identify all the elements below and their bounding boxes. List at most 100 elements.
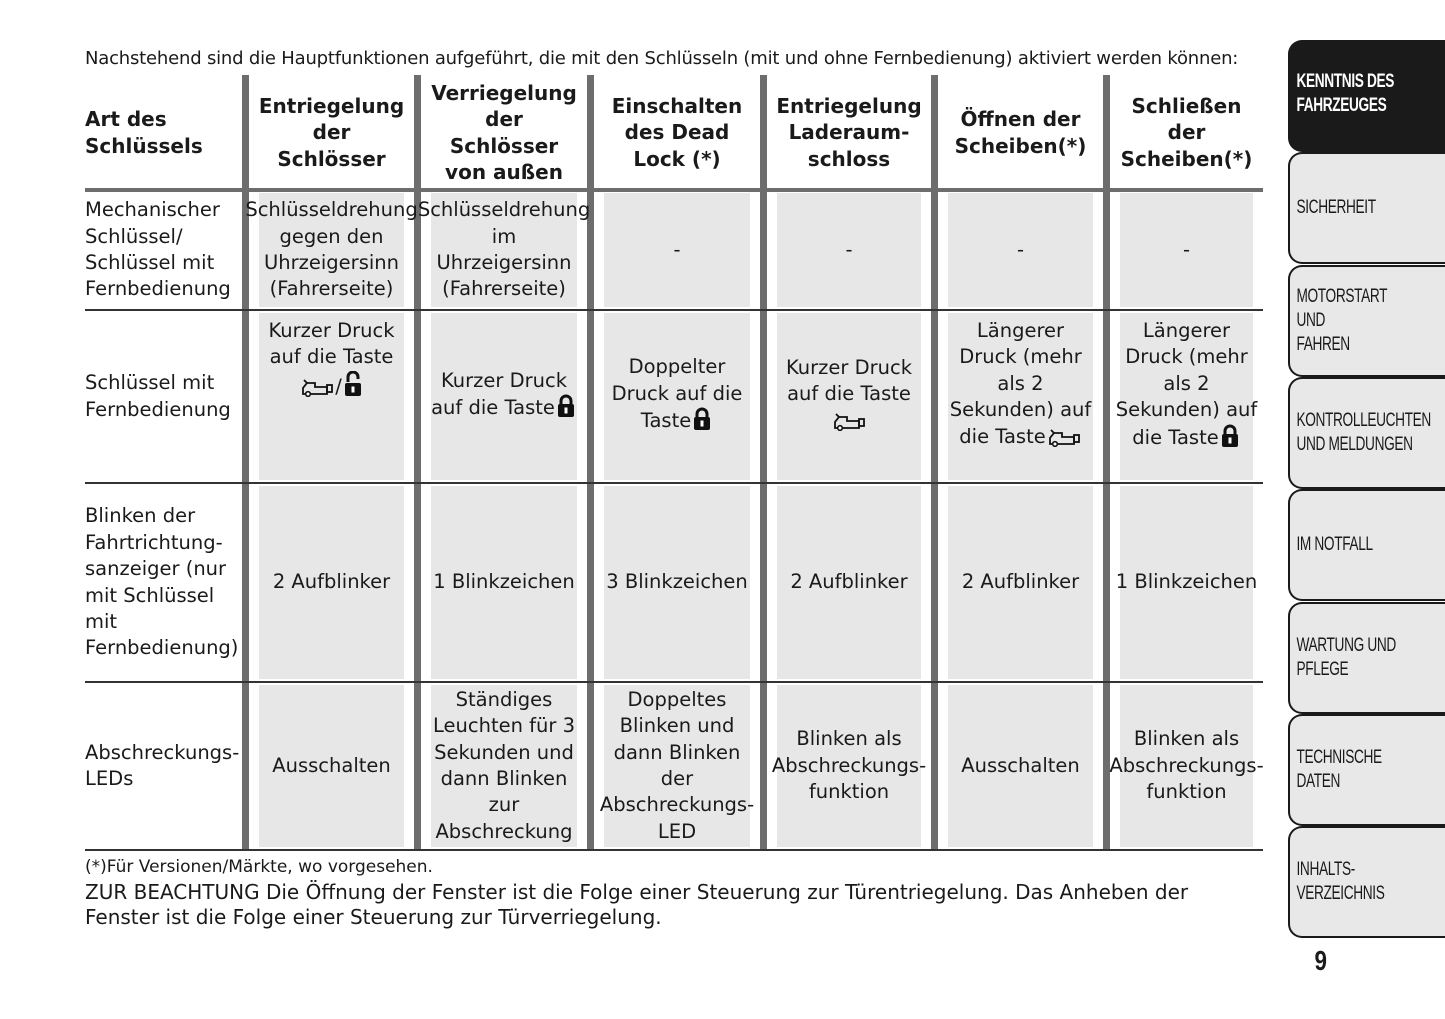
cell-content: Ausschalten bbox=[961, 753, 1079, 779]
cell-background bbox=[259, 313, 404, 480]
intro-text: Nachstehend sind die Hauptfunktionen auf… bbox=[85, 48, 1239, 69]
table-cell: Kurzer Druck auf die Taste / bbox=[249, 310, 414, 483]
cell-content: Blinken als Abschreckungs- funktion bbox=[772, 726, 926, 805]
cell-background bbox=[604, 685, 750, 847]
cell-background bbox=[1120, 193, 1253, 307]
row-divider bbox=[85, 681, 1263, 683]
table-cell: Längerer Druck (mehr als 2 Sekunden) auf… bbox=[938, 310, 1103, 483]
column-divider bbox=[587, 75, 594, 851]
cell-background bbox=[948, 486, 1093, 679]
header-divider bbox=[85, 188, 1263, 192]
cell-text: Doppeltes Blinken und dann Blinken der A… bbox=[599, 687, 755, 843]
cell-text: 2 Aufblinker bbox=[272, 570, 391, 594]
row-divider bbox=[85, 849, 1263, 851]
row-label-text: Schlüssel mit Fernbedienung bbox=[85, 371, 231, 421]
table-cell: - bbox=[1110, 190, 1263, 310]
table-cell: 2 Aufblinker bbox=[767, 483, 931, 682]
trunk-icon bbox=[1048, 427, 1080, 454]
column-header: Einschalten des Dead Lock (*) bbox=[594, 75, 760, 190]
cell-text: Schlüsseldrehung gegen den Uhrzeigersinn… bbox=[245, 198, 418, 301]
row-label-text: Mechanischer Schlüssel/ Schlüssel mit Fe… bbox=[85, 198, 231, 301]
chapter-tab-label: SICHERHEIT bbox=[1296, 197, 1376, 219]
table-cell: - bbox=[594, 190, 760, 310]
table-cell: Kurzer Druck auf die Taste bbox=[421, 310, 587, 483]
cell-background bbox=[777, 486, 921, 679]
cell-text: Längerer Druck (mehr als 2 Sekunden) auf… bbox=[949, 319, 1092, 448]
table-cell: Schlüsseldrehung gegen den Uhrzeigersinn… bbox=[245, 190, 418, 310]
table-cell: 3 Blinkzeichen bbox=[594, 483, 760, 682]
cell-background bbox=[604, 313, 750, 480]
trunk-icon bbox=[833, 411, 865, 438]
table-cell: Kurzer Druck auf die Taste bbox=[767, 310, 931, 483]
chapter-tab-label: TECHNISCHE DATEN bbox=[1296, 746, 1382, 792]
cell-background bbox=[1120, 486, 1253, 679]
chapter-tab[interactable]: IM NOTFALL bbox=[1288, 489, 1445, 602]
cell-content: 1 Blinkzeichen bbox=[433, 569, 575, 595]
cell-content: Schlüsseldrehung gegen den Uhrzeigersinn… bbox=[245, 197, 417, 303]
cell-background bbox=[1120, 313, 1253, 480]
cell-text: 3 Blinkzeichen bbox=[606, 570, 748, 594]
table-cell: Doppeltes Blinken und dann Blinken der A… bbox=[594, 682, 760, 850]
column-header-label: Einschalten des Dead Lock (*) bbox=[611, 93, 743, 171]
chapter-tab-label: KENNTNIS DES FAHRZEUGES bbox=[1296, 71, 1395, 116]
cell-background bbox=[604, 193, 750, 307]
cell-text: Blinken als Abschreckungs- funktion bbox=[771, 727, 927, 804]
row-label: Blinken der Fahrtrichtung- sanzeiger (nu… bbox=[85, 483, 242, 682]
cell-background bbox=[948, 193, 1093, 307]
column-header-label: Entriegelung Laderaum- schloss bbox=[776, 93, 922, 171]
trunk-icon bbox=[301, 377, 334, 404]
cell-content: Kurzer Druck auf die Taste / bbox=[268, 318, 394, 404]
cell-content: - bbox=[1017, 237, 1024, 263]
chapter-tab[interactable]: WARTUNG UND PFLEGE bbox=[1288, 601, 1445, 714]
cell-background bbox=[777, 193, 921, 307]
table-cell: Schlüsseldrehung im Uhrzeigersinn (Fahre… bbox=[418, 190, 590, 310]
cell-background bbox=[948, 685, 1093, 847]
table-cell: Ständiges Leuchten für 3 Sekunden und da… bbox=[421, 682, 587, 850]
cell-content: Schlüsseldrehung im Uhrzeigersinn (Fahre… bbox=[418, 197, 590, 303]
note-text: ZUR BEACHTUNG Die Öffnung der Fenster is… bbox=[85, 880, 1189, 929]
chapter-tab[interactable]: KONTROLLEUCHTEN UND MELDUNGEN bbox=[1288, 376, 1445, 489]
cell-background bbox=[259, 685, 404, 847]
lock-icon bbox=[693, 407, 711, 438]
cell-content: Doppelter Druck auf die Taste bbox=[612, 354, 743, 438]
chapter-tab-label: WARTUNG UND PFLEGE bbox=[1296, 634, 1396, 680]
chapter-tab[interactable]: KENNTNIS DES FAHRZEUGES bbox=[1288, 40, 1445, 152]
table-cell: - bbox=[767, 190, 931, 310]
cell-background bbox=[948, 313, 1093, 480]
column-header: Schließen der Scheiben(*) bbox=[1110, 75, 1263, 190]
cell-text: Kurzer Druck auf die Taste bbox=[785, 355, 913, 406]
table-cell: 1 Blinkzeichen bbox=[1110, 483, 1263, 682]
cell-text: - bbox=[1182, 237, 1191, 261]
lock-icon bbox=[557, 394, 575, 425]
cell-content: Doppeltes Blinken und dann Blinken der A… bbox=[600, 687, 754, 845]
cell-content: - bbox=[845, 237, 852, 263]
chapter-tab[interactable]: TECHNISCHE DATEN bbox=[1288, 713, 1445, 826]
cell-content: 2 Aufblinker bbox=[790, 569, 907, 595]
column-header-label: Verriegelung der Schlösser von außen bbox=[431, 80, 577, 184]
cell-content: Kurzer Druck auf die Taste bbox=[431, 368, 577, 426]
row-label: Abschreckungs- LEDs bbox=[85, 682, 242, 850]
cell-background bbox=[1120, 685, 1253, 847]
cell-text: 2 Aufblinker bbox=[790, 570, 908, 594]
cell-background bbox=[431, 193, 577, 307]
column-header-label: Art des Schlüssels bbox=[85, 107, 203, 158]
row-label-text: Blinken der Fahrtrichtung- sanzeiger (nu… bbox=[85, 504, 239, 660]
column-header: Art des Schlüssels bbox=[85, 75, 242, 190]
chapter-tab[interactable]: INHALTS- VERZEICHNIS bbox=[1288, 826, 1445, 939]
icon-separator: / bbox=[335, 374, 342, 398]
cell-text: 2 Aufblinker bbox=[961, 570, 1080, 594]
cell-content: Ausschalten bbox=[272, 753, 390, 779]
cell-content: Blinken als Abschreckungs- funktion bbox=[1109, 726, 1263, 805]
column-divider bbox=[931, 75, 938, 851]
column-divider bbox=[760, 75, 767, 851]
cell-background bbox=[431, 486, 577, 679]
column-header: Entriegelung Laderaum- schloss bbox=[767, 75, 931, 190]
cell-background bbox=[777, 313, 921, 480]
chapter-tab[interactable]: MOTORSTART UND FAHREN bbox=[1288, 264, 1445, 377]
column-divider bbox=[414, 75, 421, 851]
chapter-tab[interactable]: SICHERHEIT bbox=[1288, 152, 1445, 265]
column-header: Verriegelung der Schlösser von außen bbox=[421, 75, 587, 190]
column-header: Entriegelung der Schlösser bbox=[249, 75, 414, 190]
cell-content: 2 Aufblinker bbox=[962, 569, 1079, 595]
cell-text: Ausschalten bbox=[961, 753, 1080, 777]
